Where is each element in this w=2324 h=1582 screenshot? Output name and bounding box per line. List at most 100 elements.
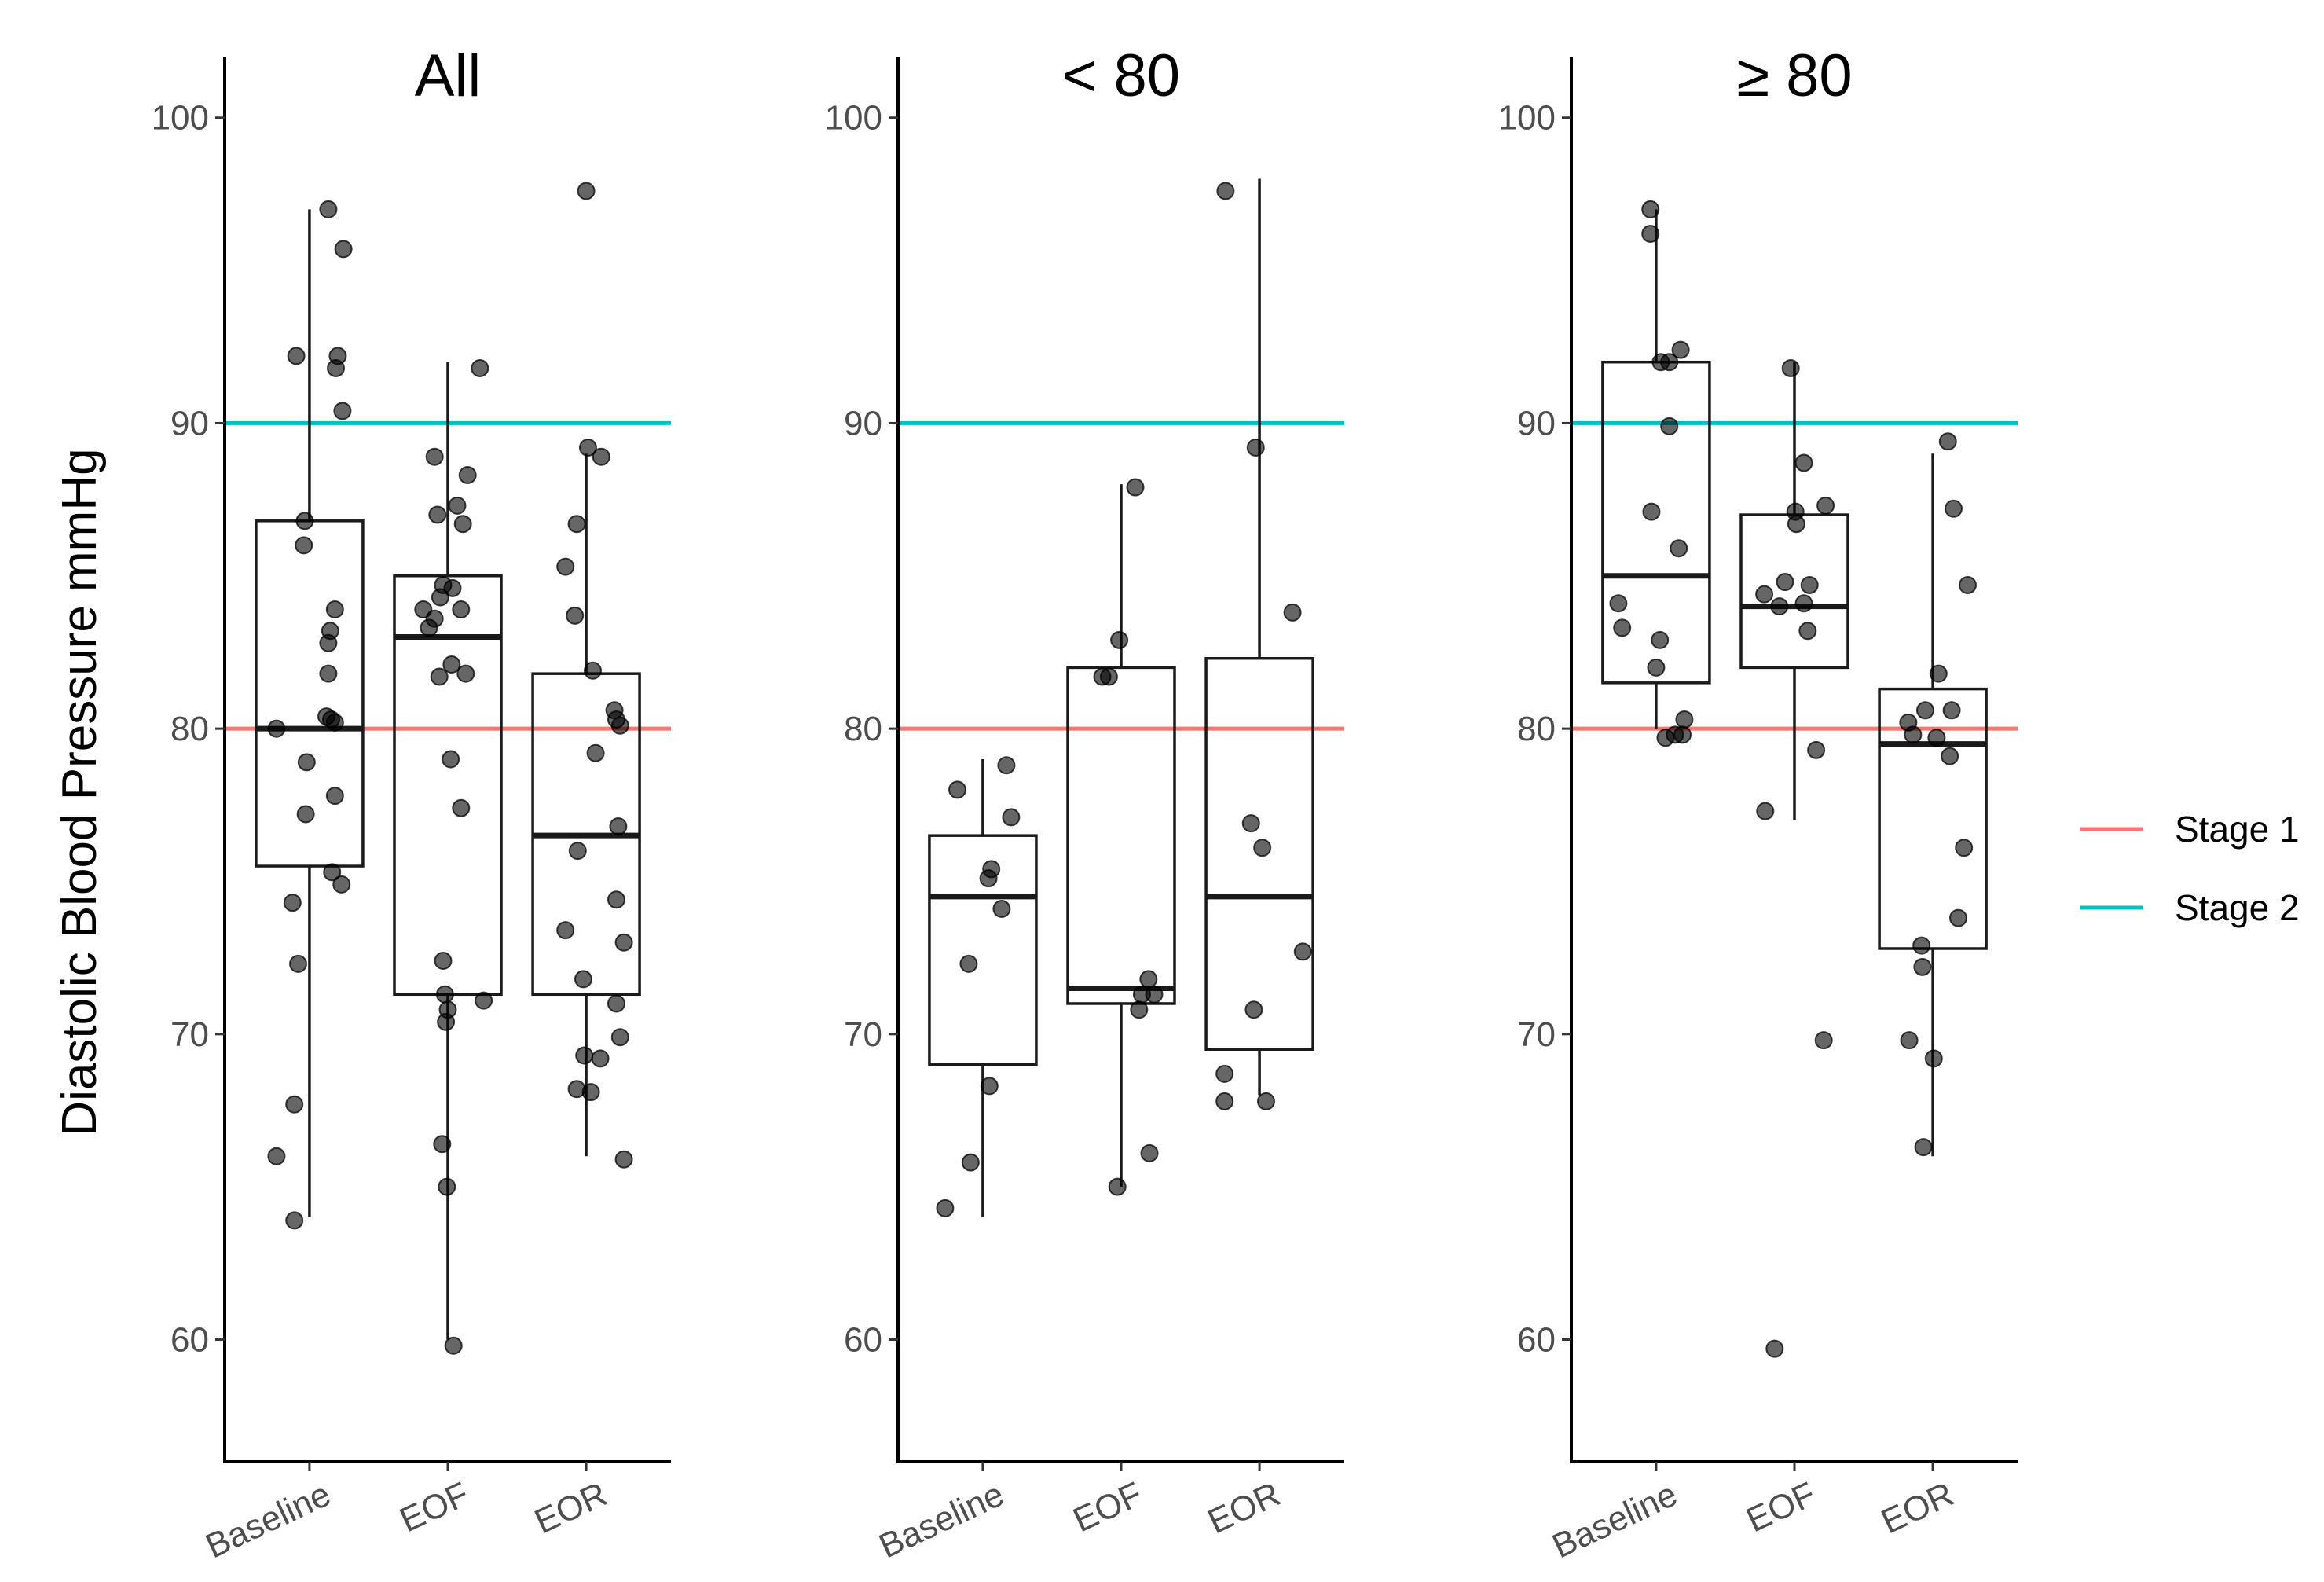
y-tick-label: 90 [170,404,209,442]
x-tick-label-baseline: Baseline [873,1475,1010,1566]
data-point [1641,200,1660,218]
data-point [609,817,628,836]
data-point [1671,340,1690,359]
data-point [1108,1177,1127,1196]
x-tick-label-eof: EOF [394,1475,475,1540]
data-point [425,609,444,628]
data-point [434,952,453,971]
data-point [566,606,585,625]
y-tick-label: 80 [1517,710,1556,748]
data-point [442,655,461,674]
y-tick-label: 100 [152,99,209,138]
data-point [1256,1092,1275,1110]
data-point [583,661,602,680]
data-point [1651,630,1670,649]
data-point [295,536,313,555]
y-tick-label: 70 [844,1015,882,1054]
data-point [607,994,625,1013]
data-point [1130,1000,1149,1019]
data-point [1912,936,1931,955]
box-eof [1066,666,1176,1005]
x-tick-label-baseline: Baseline [200,1475,336,1566]
data-point [1244,1000,1263,1019]
data-point [287,347,306,365]
data-point [1913,957,1932,976]
data-point [334,240,353,259]
data-point [1613,618,1632,637]
data-point [444,1336,463,1355]
data-point [1958,575,1977,594]
data-point [568,842,587,861]
data-point [1800,575,1819,594]
data-point [1938,432,1957,451]
data-point [578,439,597,457]
data-point [1642,502,1661,521]
data-point [435,985,454,1004]
data-point [456,664,475,683]
data-point [614,1150,633,1169]
panel-3: 60 70 80 90 100 Baseline EOF EOR ≥ 80 [1498,42,2018,1565]
y-tick-label: 90 [1517,404,1556,442]
data-point [296,805,315,824]
data-point [556,557,575,576]
data-point [1915,701,1934,720]
y-tick-label: 80 [170,710,209,748]
box-eor [1204,656,1314,1052]
data-point [1941,747,1959,765]
y-axis-label: Diastolic Blood Pressure mmHg [53,448,107,1136]
data-point [1765,1339,1784,1358]
data-point [325,787,344,806]
data-point [1673,725,1692,744]
x-tick-label-baseline: Baseline [1546,1475,1683,1566]
y-tick-label: 70 [1517,1015,1556,1054]
y-tick-label: 100 [1498,99,1556,138]
data-point [453,515,472,534]
x-tick-label-eor: EOR [1202,1475,1286,1542]
data-point [1794,594,1813,613]
data-point [428,505,447,524]
data-point [1904,725,1923,744]
box-eor [1878,687,1988,950]
data-point [319,200,338,218]
data-point [1948,908,1967,927]
data-point [1145,985,1164,1004]
y-tick-label: 100 [825,99,882,138]
data-point [586,743,605,762]
data-point [1807,740,1826,759]
data-point [1139,970,1158,989]
data-point [1253,839,1272,857]
data-point [328,347,347,365]
data-point [1283,603,1302,622]
data-point [297,753,316,772]
data-point [610,716,629,735]
y-tick-label: 60 [844,1321,882,1360]
data-point [323,863,342,882]
data-point [283,894,302,912]
data-point [1215,1064,1234,1083]
data-point [1814,1031,1833,1050]
y-tick-label: 60 [170,1321,209,1360]
data-point [452,798,471,817]
data-point [577,182,596,200]
data-point [1002,808,1021,827]
y-tick-label: 80 [844,710,882,748]
data-point [452,600,471,619]
data-point [438,1177,456,1196]
data-point [1660,417,1679,435]
panel-title: < 80 [1062,42,1180,109]
data-point [1670,539,1688,558]
data-point [1816,496,1835,515]
data-point [948,780,967,799]
data-point [1140,1143,1159,1162]
data-point [1798,622,1817,641]
data-point [556,921,575,940]
data-point [1924,1049,1943,1068]
data-point [1293,942,1312,961]
data-point [442,750,460,769]
data-point [1794,453,1813,472]
data-point [1641,224,1660,243]
data-point [1215,1092,1234,1110]
panel-title: All [415,42,481,109]
data-point [1944,499,1963,518]
